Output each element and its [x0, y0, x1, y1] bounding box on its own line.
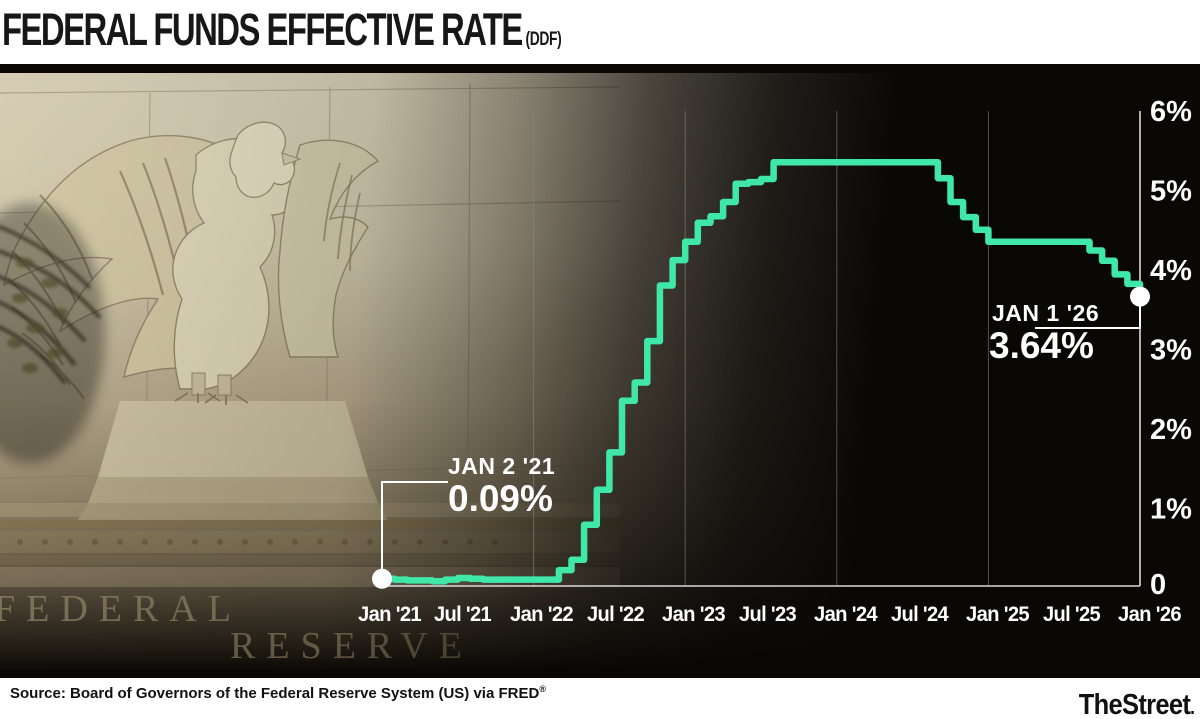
svg-text:Jan '25: Jan '25 — [966, 603, 1030, 626]
svg-text:Jul '21: Jul '21 — [434, 603, 492, 626]
svg-text:3.64%: 3.64% — [989, 325, 1094, 366]
svg-text:6%: 6% — [1150, 96, 1192, 128]
svg-text:2%: 2% — [1150, 414, 1192, 446]
svg-text:Jan '26: Jan '26 — [1118, 603, 1181, 626]
svg-text:0: 0 — [1150, 569, 1166, 601]
svg-text:0.09%: 0.09% — [448, 478, 553, 519]
svg-text:Jul '24: Jul '24 — [891, 603, 949, 626]
svg-text:Jul '22: Jul '22 — [587, 603, 644, 626]
svg-text:JAN 2 '21: JAN 2 '21 — [448, 453, 555, 479]
svg-text:Jul '23: Jul '23 — [739, 603, 796, 626]
svg-text:4%: 4% — [1150, 255, 1192, 287]
svg-text:5%: 5% — [1150, 176, 1192, 208]
svg-text:Jan '24: Jan '24 — [814, 603, 878, 626]
svg-text:Jan '23: Jan '23 — [662, 603, 725, 626]
svg-text:3%: 3% — [1150, 335, 1192, 367]
svg-text:Jan '22: Jan '22 — [510, 603, 573, 626]
svg-text:JAN 1 '26: JAN 1 '26 — [992, 300, 1099, 326]
svg-text:Jul '25: Jul '25 — [1043, 603, 1101, 626]
svg-text:1%: 1% — [1150, 494, 1192, 526]
svg-text:Jan '21: Jan '21 — [358, 603, 422, 626]
